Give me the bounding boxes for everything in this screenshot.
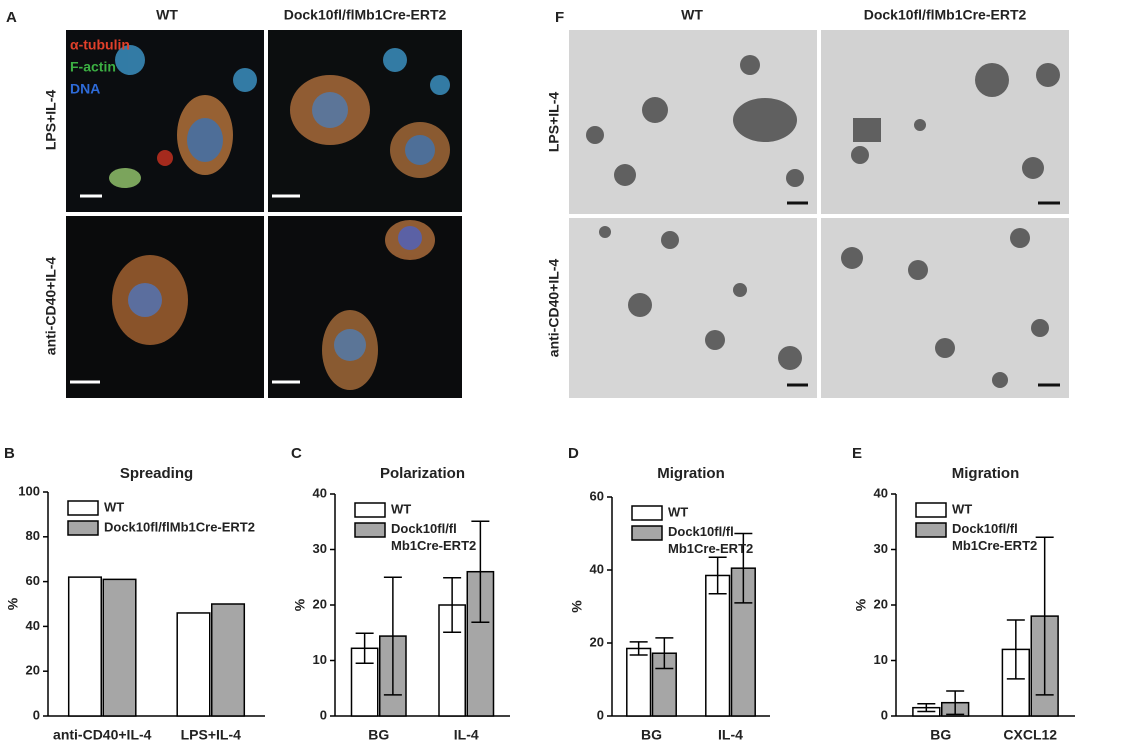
y-tick-label: 20 [590, 634, 604, 649]
y-axis-label: % [853, 598, 869, 611]
y-tick-label: 10 [874, 652, 888, 667]
legend-swatch [631, 525, 663, 541]
row-label: anti-CD40+IL-4 [546, 259, 562, 358]
y-tick-label: 20 [26, 663, 40, 678]
stain-label: α-tubulin [70, 37, 130, 53]
error-bar [655, 637, 674, 670]
fluorescence-images [66, 30, 462, 398]
x-tick-label: BG [930, 727, 951, 743]
column-label: WT [681, 7, 703, 23]
y-tick-label: 100 [18, 483, 40, 498]
legend-swatch [915, 522, 947, 538]
error-bar [1006, 619, 1025, 680]
error-bar [946, 690, 965, 716]
y-tick-label: 40 [874, 485, 888, 500]
row-label: LPS+IL-4 [43, 90, 59, 151]
legend-label: WT [668, 504, 688, 519]
legend-label: WT [952, 501, 972, 516]
column-label: Dock10fl/flMb1Cre-ERT2 [864, 7, 1027, 23]
y-tick-label: 10 [313, 652, 327, 667]
legend-swatch [631, 505, 663, 521]
y-axis-label: % [5, 597, 21, 610]
panel-label: E [852, 445, 862, 462]
y-tick-label: 60 [590, 488, 604, 503]
y-tick-label: 0 [320, 707, 327, 722]
legend-label: WT [391, 501, 411, 516]
x-tick-label: IL-4 [718, 727, 743, 743]
x-tick-label: anti-CD40+IL-4 [53, 727, 152, 743]
error-bar [629, 641, 648, 656]
y-tick-label: 0 [881, 707, 888, 722]
y-tick-label: 0 [33, 707, 40, 722]
y-tick-label: 30 [874, 541, 888, 556]
y-tick-label: 40 [26, 618, 40, 633]
row-label: anti-CD40+IL-4 [43, 257, 59, 356]
stain-label: F-actin [70, 59, 116, 75]
error-bar [355, 632, 374, 665]
error-bar [734, 532, 753, 604]
y-tick-label: 80 [26, 528, 40, 543]
stain-label: DNA [70, 81, 100, 97]
column-label: Dock10fl/flMb1Cre-ERT2 [284, 7, 447, 23]
error-bar [383, 576, 402, 696]
legend-swatch [67, 520, 99, 536]
legend-swatch [67, 500, 99, 516]
legend-swatch [354, 502, 386, 518]
y-tick-label: 20 [313, 596, 327, 611]
legend-swatch [915, 502, 947, 518]
x-tick-label: BG [368, 727, 389, 743]
bar [102, 578, 137, 717]
y-tick-label: 40 [313, 485, 327, 500]
error-bar [917, 703, 936, 713]
x-tick-label: CXCL12 [1003, 727, 1057, 743]
bar [67, 576, 102, 717]
brightfield-images [569, 30, 1069, 398]
error-bar [708, 556, 727, 595]
chart-title: Migration [952, 465, 1020, 482]
chart-title: Spreading [120, 465, 193, 482]
panel-label: A [6, 9, 17, 26]
y-tick-label: 60 [26, 573, 40, 588]
x-tick-label: BG [641, 727, 662, 743]
bar [211, 603, 246, 717]
chart-title: Polarization [380, 465, 465, 482]
y-tick-label: 0 [597, 707, 604, 722]
error-bar [1035, 536, 1054, 696]
error-bar [443, 577, 462, 633]
y-axis-label: % [292, 598, 308, 611]
legend-label: WT [104, 499, 124, 514]
y-tick-label: 30 [313, 541, 327, 556]
legend-swatch [354, 522, 386, 538]
x-tick-label: LPS+IL-4 [181, 727, 242, 743]
panel-label: F [555, 9, 564, 26]
panel-label: C [291, 445, 302, 462]
x-tick-label: IL-4 [454, 727, 479, 743]
bar [176, 612, 211, 717]
panel-label: B [4, 445, 15, 462]
bar [626, 647, 652, 717]
panel-label: D [568, 445, 579, 462]
legend-label: Dock10fl/flMb1Cre-ERT2 [104, 519, 255, 534]
chart-title: Migration [657, 465, 725, 482]
bar [705, 574, 731, 717]
error-bar [471, 520, 490, 623]
y-tick-label: 20 [874, 596, 888, 611]
column-label: WT [156, 7, 178, 23]
row-label: LPS+IL-4 [546, 92, 562, 153]
y-tick-label: 40 [590, 561, 604, 576]
y-axis-label: % [569, 600, 585, 613]
